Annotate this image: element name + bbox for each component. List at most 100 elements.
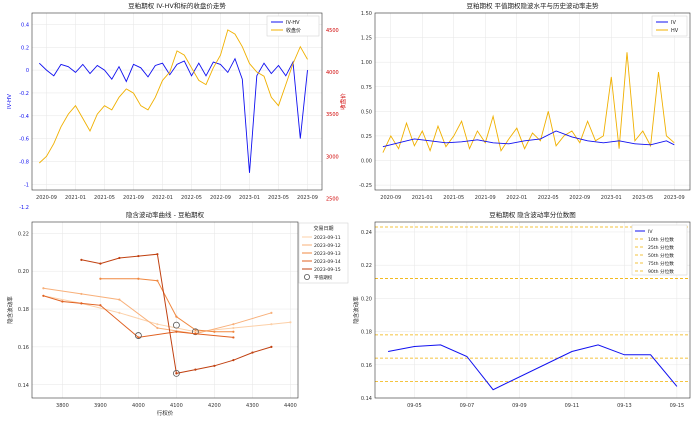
chart2-xtick: 2022-01 bbox=[506, 195, 527, 201]
chart3-point bbox=[232, 330, 235, 333]
chart3-title: 隐含波动率曲线 - 豆粕期权 bbox=[126, 210, 204, 219]
chart3-point bbox=[289, 321, 292, 324]
chart1-series-close bbox=[38, 29, 308, 164]
chart4-legend-label: 50th 分位数 bbox=[648, 252, 674, 259]
chart2-xtick: 2020-09 bbox=[380, 195, 401, 201]
chart3-point bbox=[99, 304, 102, 307]
chart3-point bbox=[213, 330, 216, 333]
chart3-point bbox=[194, 368, 197, 371]
chart1-xtick: 2022-05 bbox=[181, 195, 202, 201]
chart1-title: 豆粕期权 IV-HV和标的收盘价走势 bbox=[128, 1, 226, 10]
chart3-point bbox=[156, 279, 159, 282]
chart2-legend-label: IV bbox=[671, 20, 676, 26]
chart4-ytick: 0.18 bbox=[361, 330, 372, 336]
chart3-legend-label: 2023-09-11 bbox=[314, 235, 341, 241]
chart1-ytick: -0.8 bbox=[19, 159, 29, 165]
chart2-legend bbox=[651, 15, 688, 37]
chart1-ytick: -1.2 bbox=[19, 205, 29, 211]
chart3-point bbox=[156, 253, 159, 256]
chart3-atm-marker bbox=[134, 332, 142, 339]
chart3-xtick: 4100 bbox=[170, 403, 183, 409]
chart1-xtick: 2022-01 bbox=[152, 195, 173, 201]
chart3-point bbox=[175, 330, 178, 333]
chart2-series-hv bbox=[382, 52, 675, 153]
chart3-point bbox=[175, 372, 178, 375]
chart3-ytick: 0.18 bbox=[18, 307, 29, 313]
chart3-point bbox=[80, 302, 83, 305]
chart4-xtick: 09-11 bbox=[565, 403, 580, 409]
chart4-xtick: 09-13 bbox=[617, 403, 632, 409]
chart3-atm-marker bbox=[172, 369, 180, 377]
chart3-series-2023-09-14 bbox=[43, 295, 234, 338]
chart3-point bbox=[232, 336, 235, 339]
chart3-ytick: 0.16 bbox=[18, 345, 29, 351]
chart3-series-2023-09-13 bbox=[100, 278, 234, 333]
chart4-legend-label: 90th 分位数 bbox=[648, 268, 674, 275]
chart2-frame bbox=[374, 12, 691, 191]
chart3-point bbox=[156, 323, 159, 326]
chart2-ytick: 1.50 bbox=[361, 11, 372, 17]
chart4-title: 豆粕期权 隐含波动率分位数图 bbox=[489, 210, 576, 219]
chart3-point bbox=[213, 364, 216, 367]
chart1-ytick: -1 bbox=[24, 182, 29, 188]
chart2-xtick: 2023-09 bbox=[664, 195, 685, 201]
chart3-legend-atm-label: 平值期权 bbox=[314, 274, 333, 281]
chart4-legend-label: 10th 分位数 bbox=[648, 236, 674, 243]
chart3-point bbox=[270, 345, 273, 349]
chart3-xtick: 4300 bbox=[246, 403, 259, 409]
chart4-ytick: 0.14 bbox=[361, 396, 372, 402]
chart2-ytick: -0.25 bbox=[359, 183, 372, 189]
chart4-series-iv bbox=[388, 344, 678, 391]
chart4-xtick: 09-07 bbox=[460, 403, 475, 409]
chart-iv-hv-level: 豆粕期权 平值期权隐波水平与历史波动率走势 2020-09 2021-01 2021-… bbox=[359, 1, 691, 201]
chart2-xtick: 2021-01 bbox=[412, 195, 433, 201]
chart4-ytick: 0.16 bbox=[361, 363, 372, 369]
chart2-ytick: 0.00 bbox=[361, 159, 372, 165]
chart3-point bbox=[137, 277, 140, 280]
chart4-ytick: 0.20 bbox=[361, 296, 372, 302]
chart3-xtick: 4400 bbox=[284, 403, 297, 409]
chart3-xlabel: 行权价 bbox=[157, 409, 174, 417]
chart3-xtick: 3800 bbox=[56, 403, 69, 409]
chart3-legend-label: 2023-09-13 bbox=[314, 251, 341, 257]
chart1-y2tick: 2500 bbox=[326, 196, 339, 202]
chart3-ytick: 0.14 bbox=[18, 383, 29, 389]
chart1-legend bbox=[266, 15, 320, 37]
chart3-xtick: 3900 bbox=[94, 403, 107, 409]
chart-iv-hv-close: 豆粕期权 IV-HV和标的收盘价走势 2020-09 2021-01 2021-05 2… bbox=[7, 1, 347, 211]
chart2-xtick: 2021-05 bbox=[443, 195, 464, 201]
chart3-point bbox=[232, 359, 235, 362]
chart1-xtick: 2023-09 bbox=[297, 195, 318, 201]
chart2-legend-label: HV bbox=[671, 28, 679, 34]
chart1-y2label: 收盘价 bbox=[339, 93, 347, 110]
chart1-xtick: 2021-05 bbox=[94, 195, 115, 201]
chart4-legend bbox=[631, 224, 688, 276]
chart1-y2tick: 4500 bbox=[326, 28, 339, 34]
chart3-legend-label: 2023-09-15 bbox=[314, 267, 341, 273]
chart3-point bbox=[194, 332, 197, 335]
chart2-xtick: 2023-01 bbox=[601, 195, 622, 201]
chart2-ytick: 0.25 bbox=[361, 134, 372, 140]
chart1-xtick: 2021-09 bbox=[123, 195, 144, 201]
chart2-series-iv bbox=[382, 130, 675, 148]
chart3-point bbox=[232, 326, 235, 330]
chart1-y2tick: 3500 bbox=[326, 112, 339, 118]
chart3-point bbox=[232, 323, 235, 326]
chart2-ytick: 1.25 bbox=[361, 36, 372, 42]
chart2-xtick: 2022-05 bbox=[538, 195, 559, 201]
chart3-point bbox=[42, 294, 45, 297]
chart3-point bbox=[42, 287, 45, 290]
chart3-legend-atm-swatch bbox=[303, 273, 310, 280]
chart2-ytick: 1.00 bbox=[361, 60, 372, 66]
chart1-ylabel: IV-HV bbox=[7, 94, 13, 109]
chart2-xtick: 2022-09 bbox=[569, 195, 590, 201]
chart4-xtick: 09-15 bbox=[670, 403, 685, 409]
chart3-legend-label: 2023-09-14 bbox=[314, 259, 341, 265]
chart4-legend-label: IV bbox=[648, 229, 653, 235]
chart3-xtick: 4000 bbox=[132, 403, 145, 409]
chart1-ytick: -0.6 bbox=[19, 137, 29, 143]
chart4-xtick: 09-09 bbox=[512, 403, 527, 409]
chart3-point bbox=[156, 326, 159, 330]
chart3-legend-title: 交易日期 bbox=[313, 225, 333, 232]
